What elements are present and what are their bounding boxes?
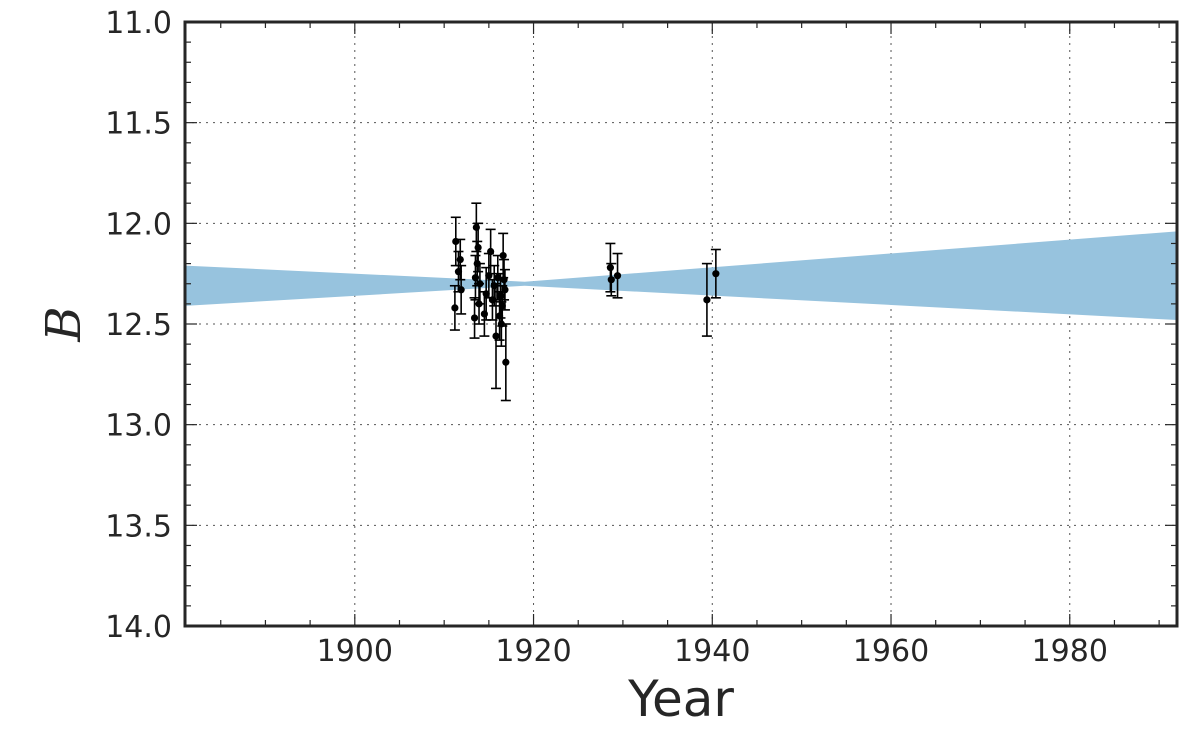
y-axis-label: B xyxy=(36,306,92,342)
data-point-3 xyxy=(455,238,466,281)
data-point-26 xyxy=(499,268,510,311)
data-point-27 xyxy=(500,323,511,402)
x-axis-label: Year xyxy=(627,670,734,728)
y-tick-label-0: 11.0 xyxy=(105,6,172,41)
data-point-23 xyxy=(497,284,508,327)
point-marker xyxy=(712,270,720,278)
x-tick-label-2: 1940 xyxy=(674,634,750,669)
x-tick-label-1: 1920 xyxy=(495,634,571,669)
data-points xyxy=(449,202,721,402)
plot-frame xyxy=(183,20,1179,628)
point-marker xyxy=(470,314,479,322)
y-tick-label-2: 12.0 xyxy=(105,207,172,242)
data-point-32 xyxy=(710,248,721,299)
y-tick-label-3: 12.5 xyxy=(105,308,172,343)
y-tick-label-5: 13.5 xyxy=(105,509,172,544)
point-marker xyxy=(476,280,484,288)
grid xyxy=(185,22,1177,626)
point-marker xyxy=(502,358,510,366)
y-tick-labels: 11.0 11.5 12.0 12.5 13.0 13.5 14.0 xyxy=(105,6,172,645)
point-marker xyxy=(607,276,615,284)
data-point-0 xyxy=(449,284,460,331)
point-marker xyxy=(482,290,490,298)
point-marker xyxy=(606,264,614,272)
data-point-5 xyxy=(469,297,480,339)
data-point-29 xyxy=(606,262,617,297)
point-marker xyxy=(456,255,464,264)
point-marker xyxy=(501,286,509,294)
data-point-30 xyxy=(612,252,623,299)
data-point-18 xyxy=(491,282,502,390)
data-point-4 xyxy=(456,264,467,315)
point-marker xyxy=(613,272,622,280)
point-marker xyxy=(494,274,502,282)
x-tick-labels: 1900 1920 1940 1960 1980 xyxy=(317,634,1108,669)
point-marker xyxy=(457,286,465,294)
x-tick-label-4: 1980 xyxy=(1032,634,1108,669)
confidence-band xyxy=(185,231,1177,320)
point-marker xyxy=(703,296,711,304)
x-tick-label-3: 1960 xyxy=(853,634,929,669)
point-marker xyxy=(487,247,495,256)
point-marker xyxy=(451,304,459,312)
point-marker xyxy=(499,251,507,260)
band-area xyxy=(185,231,1177,320)
point-marker xyxy=(492,332,500,340)
data-point-31 xyxy=(701,262,712,337)
x-tick-label-0: 1900 xyxy=(317,634,393,669)
point-marker xyxy=(474,243,482,252)
data-point-11 xyxy=(474,262,485,305)
y-tick-label-6: 14.0 xyxy=(105,610,172,645)
point-marker xyxy=(498,302,506,310)
y-tick-label-1: 11.5 xyxy=(105,107,172,142)
data-point-28 xyxy=(605,242,616,293)
y-tick-label-4: 13.0 xyxy=(105,409,172,444)
point-marker xyxy=(500,276,508,284)
